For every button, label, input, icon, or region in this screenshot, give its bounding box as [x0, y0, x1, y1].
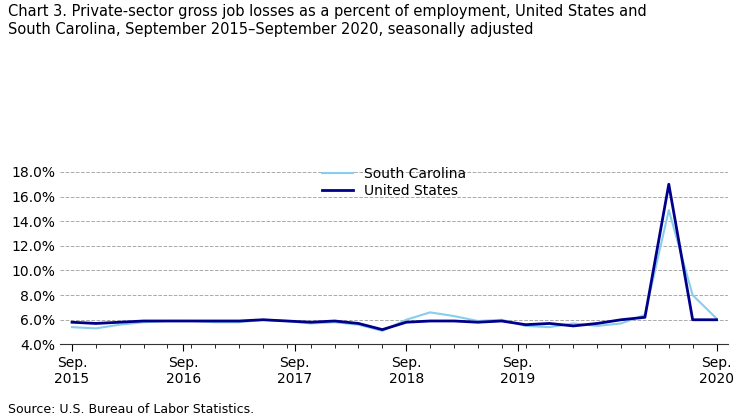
South Carolina — [449, 314, 458, 319]
United States — [569, 323, 578, 328]
United States — [139, 318, 148, 323]
United States — [187, 318, 196, 323]
United States — [306, 320, 315, 325]
South Carolina — [521, 323, 530, 328]
United States — [473, 320, 482, 325]
United States — [712, 317, 721, 322]
United States — [641, 315, 650, 320]
United States — [593, 321, 602, 326]
South Carolina — [163, 318, 172, 323]
South Carolina — [402, 317, 411, 322]
South Carolina — [426, 310, 435, 315]
South Carolina — [187, 318, 196, 323]
South Carolina — [497, 317, 506, 322]
South Carolina — [688, 293, 697, 298]
United States — [378, 327, 387, 332]
United States — [402, 320, 411, 325]
South Carolina — [282, 318, 291, 323]
South Carolina — [234, 320, 243, 325]
South Carolina — [92, 326, 101, 331]
United States — [665, 182, 674, 187]
Legend: South Carolina, United States: South Carolina, United States — [318, 163, 470, 202]
United States — [617, 317, 626, 322]
South Carolina — [306, 321, 315, 326]
South Carolina — [712, 316, 721, 321]
South Carolina — [641, 312, 650, 318]
South Carolina — [617, 321, 626, 326]
South Carolina — [665, 207, 674, 213]
South Carolina — [115, 322, 124, 327]
South Carolina — [139, 320, 148, 325]
United States — [234, 318, 243, 323]
Text: Source: U.S. Bureau of Labor Statistics.: Source: U.S. Bureau of Labor Statistics. — [8, 403, 254, 416]
South Carolina — [211, 320, 220, 325]
South Carolina — [378, 328, 387, 333]
South Carolina — [593, 323, 602, 328]
United States — [282, 318, 291, 323]
United States — [163, 318, 172, 323]
United States — [115, 320, 124, 325]
United States — [68, 320, 77, 325]
United States — [354, 321, 363, 326]
South Carolina — [330, 320, 339, 325]
Line: United States: United States — [72, 184, 716, 330]
United States — [545, 321, 554, 326]
United States — [497, 318, 506, 323]
Line: South Carolina: South Carolina — [72, 210, 716, 331]
United States — [330, 318, 339, 323]
United States — [258, 317, 267, 322]
United States — [211, 318, 220, 323]
South Carolina — [68, 325, 77, 330]
Text: Chart 3. Private-sector gross job losses as a percent of employment, United Stat: Chart 3. Private-sector gross job losses… — [8, 4, 647, 37]
South Carolina — [473, 318, 482, 323]
United States — [688, 317, 697, 322]
United States — [426, 318, 435, 323]
United States — [521, 322, 530, 327]
South Carolina — [569, 321, 578, 326]
United States — [92, 321, 101, 326]
South Carolina — [545, 325, 554, 330]
United States — [449, 318, 458, 323]
South Carolina — [354, 322, 363, 327]
South Carolina — [258, 317, 267, 322]
